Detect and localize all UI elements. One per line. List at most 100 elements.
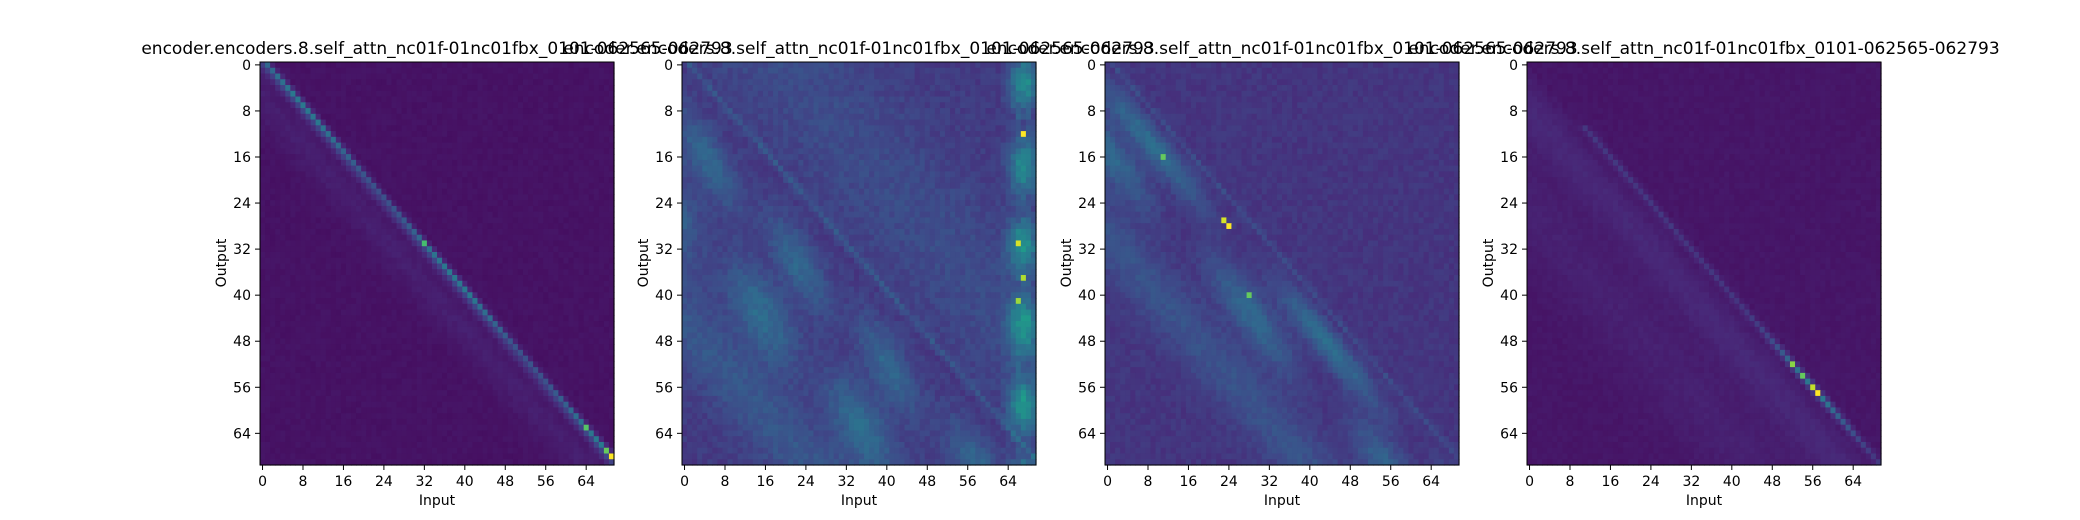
heatmap-cell xyxy=(528,113,534,121)
heatmap-cell xyxy=(442,269,448,276)
heatmap-cell xyxy=(401,148,408,155)
heatmap-cell xyxy=(457,407,463,414)
heatmap-cell xyxy=(376,108,382,115)
heatmap-cell xyxy=(411,79,418,86)
heatmap-cell xyxy=(472,171,479,178)
heatmap-cell xyxy=(452,217,458,224)
heatmap-cell xyxy=(593,407,600,414)
heatmap-cell xyxy=(497,113,504,121)
heatmap-cell xyxy=(280,246,286,253)
heatmap-cell xyxy=(300,361,307,368)
heatmap-cell xyxy=(371,131,377,138)
heatmap-cell xyxy=(275,441,281,449)
heatmap-cell xyxy=(603,338,610,345)
heatmap-cell xyxy=(300,384,307,391)
heatmap-cell xyxy=(603,234,610,242)
heatmap-cell xyxy=(290,223,296,230)
heatmap-cell xyxy=(477,303,484,311)
heatmap-cell xyxy=(548,119,554,126)
heatmap-cell xyxy=(533,234,539,242)
heatmap-cell xyxy=(538,251,544,259)
heatmap-cell xyxy=(507,246,514,253)
heatmap-cell xyxy=(477,309,484,316)
heatmap-cell xyxy=(538,378,544,385)
heatmap-cell xyxy=(497,182,504,190)
heatmap-cell xyxy=(462,154,468,161)
heatmap-cell xyxy=(340,62,347,69)
heatmap-cell xyxy=(528,303,534,311)
heatmap-cell xyxy=(376,200,382,207)
heatmap-cell xyxy=(472,159,479,167)
heatmap-cell xyxy=(548,108,554,115)
heatmap-cell xyxy=(548,384,554,391)
heatmap-cell xyxy=(305,269,312,276)
heatmap-cell xyxy=(305,131,312,138)
heatmap-cell xyxy=(386,332,393,339)
heatmap-cell xyxy=(517,200,524,207)
heatmap-cell xyxy=(573,205,580,213)
heatmap-cell xyxy=(497,326,504,334)
heatmap-cell xyxy=(497,194,504,201)
heatmap-cell xyxy=(280,413,286,420)
heatmap-cell xyxy=(598,171,605,178)
heatmap-cell xyxy=(477,361,484,368)
heatmap-cell xyxy=(447,355,453,362)
heatmap-cell xyxy=(522,384,529,391)
heatmap-cell xyxy=(472,447,479,455)
heatmap-cell xyxy=(588,131,595,138)
heatmap-cell xyxy=(452,390,458,397)
heatmap-cell xyxy=(401,292,408,299)
heatmap-cell xyxy=(563,62,570,69)
heatmap-cell xyxy=(492,125,499,132)
heatmap-cell xyxy=(406,90,413,98)
heatmap-cell xyxy=(376,263,382,270)
heatmap-cell xyxy=(310,73,317,80)
heatmap-cell xyxy=(361,349,367,357)
heatmap-cell xyxy=(426,73,433,80)
heatmap-cell xyxy=(437,321,443,328)
heatmap-cell xyxy=(305,102,312,109)
heatmap-cell xyxy=(467,303,473,311)
heatmap-cell xyxy=(270,251,276,259)
heatmap-cell xyxy=(366,211,372,219)
heatmap-cell xyxy=(437,223,443,230)
heatmap-cell xyxy=(366,269,372,276)
heatmap-cell xyxy=(335,303,342,311)
heatmap-cell xyxy=(345,447,352,455)
heatmap-cell xyxy=(517,436,524,443)
heatmap-cell xyxy=(260,131,266,138)
heatmap-cell xyxy=(573,401,580,409)
heatmap-cell xyxy=(260,217,266,224)
heatmap-cell xyxy=(310,194,317,201)
heatmap-cell xyxy=(305,96,312,103)
heatmap-cell xyxy=(502,298,509,305)
heatmap-cell xyxy=(869,62,875,69)
heatmap-cell xyxy=(487,326,494,334)
heatmap-cell xyxy=(386,194,393,201)
heatmap-cell xyxy=(538,269,544,276)
heatmap-cell xyxy=(310,223,317,230)
heatmap-cell xyxy=(462,165,468,172)
heatmap-cell xyxy=(320,62,327,69)
heatmap-cell xyxy=(588,188,595,196)
heatmap-cell xyxy=(295,338,302,345)
heatmap-cell xyxy=(497,142,504,149)
heatmap-cell xyxy=(437,349,443,357)
heatmap-cell xyxy=(376,136,382,144)
heatmap-cell xyxy=(396,384,403,391)
heatmap-cell xyxy=(462,338,468,345)
heatmap-cell xyxy=(588,108,595,115)
heatmap-cell xyxy=(603,269,610,276)
heatmap-cell xyxy=(548,424,554,432)
heatmap-cell xyxy=(528,309,534,316)
heatmap-cell xyxy=(467,67,473,75)
heatmap-cell xyxy=(431,257,438,265)
heatmap-cell xyxy=(603,148,610,155)
heatmap-cell xyxy=(305,303,312,311)
heatmap-cell xyxy=(558,315,565,322)
heatmap-cell xyxy=(335,269,342,276)
heatmap-cell xyxy=(320,430,327,437)
heatmap-cell xyxy=(335,436,342,443)
heatmap-cell xyxy=(497,384,504,391)
heatmap-cell xyxy=(386,361,393,368)
